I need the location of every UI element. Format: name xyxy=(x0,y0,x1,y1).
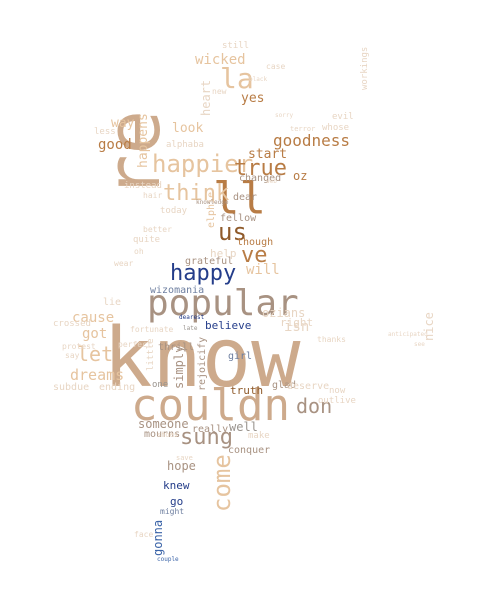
word: quite xyxy=(133,235,161,245)
word: elphie xyxy=(206,191,217,228)
word: heart xyxy=(199,79,213,116)
word: will xyxy=(246,262,280,278)
word: good xyxy=(98,137,132,153)
word: grateful xyxy=(185,256,234,267)
word: new xyxy=(212,87,227,96)
word: thanks xyxy=(317,335,346,344)
word: thrill xyxy=(158,342,195,353)
word: cause xyxy=(72,310,115,326)
word: believe xyxy=(205,319,252,332)
word: deserve xyxy=(287,381,330,392)
word: mourns xyxy=(144,429,181,440)
word: ozians xyxy=(262,306,306,320)
word: subdue xyxy=(53,382,90,393)
word: true xyxy=(234,156,287,181)
word: goodness xyxy=(273,131,351,150)
word: fellow xyxy=(220,213,257,224)
word: changed xyxy=(239,173,282,184)
word: oh xyxy=(134,247,144,256)
word: black xyxy=(249,76,268,83)
word: save xyxy=(176,454,193,462)
word: say xyxy=(65,351,80,360)
word: rejoicify xyxy=(197,336,208,391)
word: might xyxy=(160,507,185,516)
word: come xyxy=(208,454,236,512)
word: less xyxy=(94,127,116,137)
word: wicked xyxy=(195,52,246,68)
word: one xyxy=(152,380,169,390)
word: think xyxy=(163,181,230,206)
word: anticipated xyxy=(388,331,428,338)
word: better xyxy=(143,225,172,234)
word: perfect xyxy=(118,340,152,349)
word: late xyxy=(183,325,198,332)
word: make xyxy=(248,431,270,441)
word: yes xyxy=(241,91,265,106)
word: really xyxy=(192,424,229,435)
word: protest xyxy=(62,342,96,351)
word: got xyxy=(82,326,108,342)
word: sorry xyxy=(275,112,294,119)
word: outlive xyxy=(318,396,356,406)
word: la xyxy=(220,62,254,95)
word: truth xyxy=(230,384,264,397)
word: though xyxy=(237,237,274,248)
word: us xyxy=(218,218,247,246)
word: oz xyxy=(293,169,308,183)
word: ending xyxy=(99,382,136,393)
word: start xyxy=(248,147,288,162)
word: fortunate xyxy=(130,325,174,334)
word: right xyxy=(280,316,314,329)
word: couldn xyxy=(131,380,290,431)
word: girl xyxy=(228,351,253,362)
word: web xyxy=(266,178,277,185)
word: terror xyxy=(290,125,316,133)
word: ll xyxy=(213,173,266,224)
word: wizomania xyxy=(150,285,205,296)
word: see xyxy=(414,341,425,348)
word: gonna xyxy=(151,519,165,556)
word: lie xyxy=(103,297,122,308)
word: well xyxy=(229,420,258,434)
word: hair xyxy=(143,191,163,200)
word: dearest xyxy=(179,314,205,321)
word: alphaba xyxy=(166,140,204,150)
word: isn xyxy=(284,319,310,335)
word: look xyxy=(172,121,204,136)
word: conquer xyxy=(228,445,271,456)
word: instead xyxy=(124,181,162,191)
word: let xyxy=(77,342,114,366)
word: go xyxy=(170,495,184,508)
word: sung xyxy=(180,425,233,450)
word: dreams xyxy=(70,366,125,384)
word: shoes xyxy=(157,431,179,439)
word: case xyxy=(266,62,286,71)
word: crossed xyxy=(53,319,91,329)
word: face xyxy=(134,530,154,539)
word: happens xyxy=(136,113,151,168)
word: ve xyxy=(241,243,268,268)
word: still xyxy=(222,41,250,51)
word: someone xyxy=(138,417,189,431)
word: happy xyxy=(170,261,237,286)
word: way xyxy=(111,116,135,131)
word: now xyxy=(329,386,346,396)
word: whose xyxy=(322,123,350,133)
word: help xyxy=(210,247,237,260)
word: evil xyxy=(332,112,354,122)
word: hope xyxy=(167,459,196,473)
word: couple xyxy=(157,556,179,563)
word: know xyxy=(103,311,301,406)
word: knowledge xyxy=(196,199,229,206)
word: don xyxy=(296,394,333,418)
word: popular xyxy=(147,283,299,324)
word: workings xyxy=(360,46,370,90)
word: wear xyxy=(114,259,134,268)
word: glad xyxy=(272,380,297,391)
word: today xyxy=(160,206,188,216)
word: happier xyxy=(152,150,254,178)
word: knew xyxy=(163,479,190,492)
word: dear xyxy=(233,192,258,203)
